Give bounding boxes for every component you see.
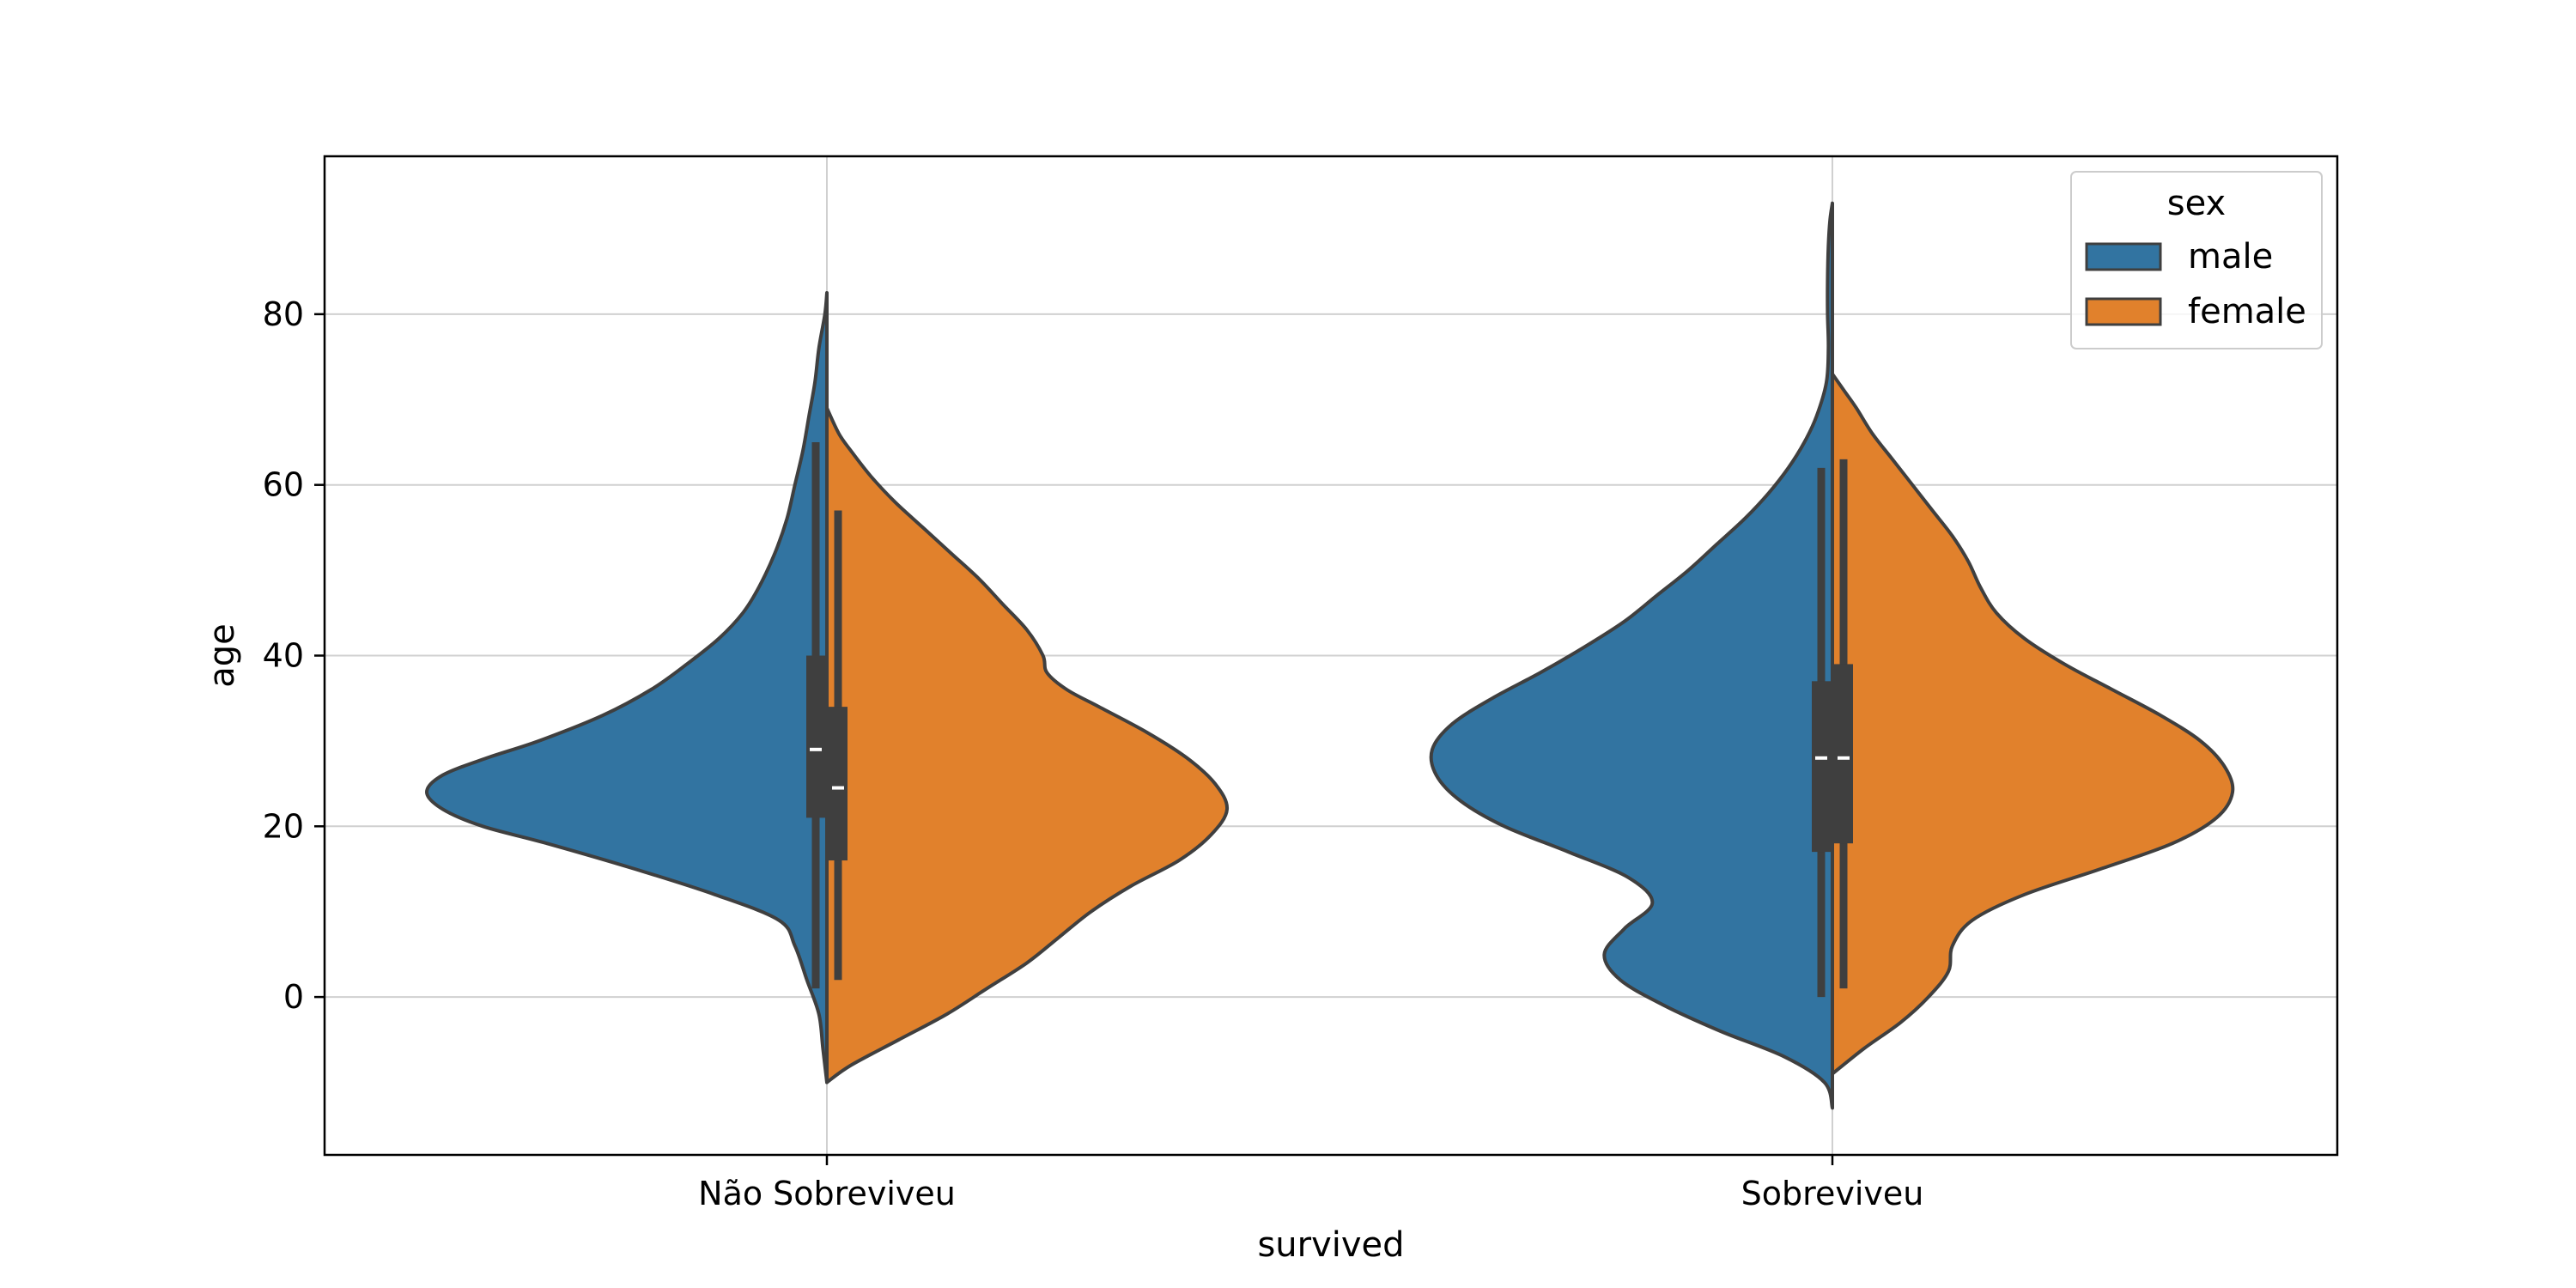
legend-entries: male female — [2085, 237, 2306, 331]
y-tick-label: 0 — [283, 978, 304, 1016]
violin-female-sobreviveu — [1831, 372, 2235, 1076]
y-tick-label: 20 — [263, 807, 304, 845]
legend-swatch-female — [2085, 297, 2162, 326]
legend-title: sex — [2167, 184, 2226, 223]
y-tick-label: 60 — [263, 466, 304, 504]
violin-male-sobreviveu — [1429, 201, 1834, 1110]
iqr-box-female — [1834, 664, 1853, 844]
box-plots — [806, 441, 1853, 998]
x-tick-label: Não Sobreviveu — [698, 1175, 956, 1212]
violin-female-nao-sobreviveu — [825, 406, 1230, 1084]
legend-label-male: male — [2188, 237, 2273, 276]
y-axis-label: age — [203, 623, 242, 688]
legend: sex male female — [2070, 171, 2323, 349]
iqr-box-female — [829, 707, 848, 861]
x-axis-label: survived — [1257, 1225, 1404, 1265]
violin-male-nao-sobreviveu — [425, 291, 829, 1084]
y-tick-label: 40 — [263, 637, 304, 675]
violins — [425, 201, 2235, 1110]
x-tick-label: Sobreviveu — [1741, 1175, 1924, 1212]
axis-ticks: 0 20 40 60 80 Não Sobreviveu Sobreviveu — [263, 295, 1924, 1212]
legend-label-female: female — [2188, 292, 2306, 331]
iqr-box-male — [1812, 681, 1831, 853]
y-tick-label: 80 — [263, 295, 304, 333]
legend-swatch-male — [2085, 242, 2162, 271]
iqr-box-male — [806, 655, 825, 818]
